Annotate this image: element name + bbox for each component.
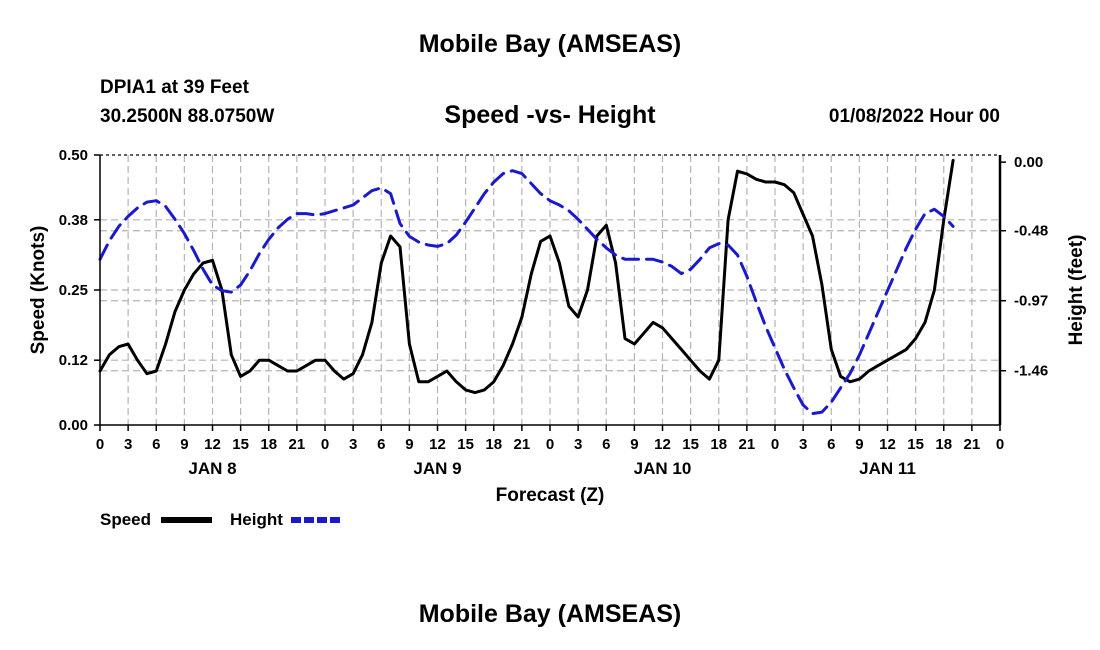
x-tick-label: 6 xyxy=(377,436,385,453)
bottom-chart-title: Mobile Bay (AMSEAS) xyxy=(418,600,682,628)
y2-axis-title: Height (feet) xyxy=(1066,235,1087,346)
height-series-line xyxy=(98,169,955,416)
x-tick-label: 0 xyxy=(996,436,1004,453)
x-tick-label: 3 xyxy=(124,436,132,453)
x-tick-label: 21 xyxy=(289,436,306,453)
x-tick-label: 9 xyxy=(855,436,863,453)
x-tick-label: 6 xyxy=(152,436,160,453)
x-tick-label: 0 xyxy=(96,436,104,453)
x-tick-label: 3 xyxy=(574,436,582,453)
x-tick-label: 12 xyxy=(204,436,221,453)
x-tick-label: 15 xyxy=(907,436,924,453)
day-label: JAN 10 xyxy=(634,459,692,478)
x-axis-title: Forecast (Z) xyxy=(496,485,605,506)
x-tick-label: 12 xyxy=(654,436,671,453)
x-tick-label: 18 xyxy=(485,436,502,453)
y-axis-title: Speed (Knots) xyxy=(28,226,49,355)
x-tick-label: 3 xyxy=(349,436,357,453)
day-label: JAN 8 xyxy=(188,459,236,478)
x-tick-label: 9 xyxy=(405,436,413,453)
x-tick-label: 18 xyxy=(935,436,952,453)
y2-tick-label: -0.97 xyxy=(1014,293,1048,310)
x-tick-label: 6 xyxy=(602,436,610,453)
x-tick-label: 0 xyxy=(321,436,329,453)
x-tick-label: 0 xyxy=(546,436,554,453)
y-tick-label: 0.38 xyxy=(59,212,88,229)
y2-tick-label: -1.46 xyxy=(1014,363,1048,380)
x-tick-label: 21 xyxy=(739,436,756,453)
x-tick-label: 6 xyxy=(827,436,835,453)
x-tick-label: 9 xyxy=(630,436,638,453)
x-tick-label: 12 xyxy=(429,436,446,453)
forecast-datestamp: 01/08/2022 Hour 00 xyxy=(828,106,1000,127)
x-tick-label: 9 xyxy=(180,436,188,453)
x-tick-label: 15 xyxy=(457,436,474,453)
x-tick-label: 15 xyxy=(682,436,699,453)
x-tick-label: 12 xyxy=(879,436,896,453)
day-label: JAN 11 xyxy=(859,459,916,478)
x-tick-label: 21 xyxy=(514,436,531,453)
x-tick-label: 15 xyxy=(232,436,249,453)
day-label: JAN 9 xyxy=(413,459,461,478)
chart-title: Mobile Bay (AMSEAS) xyxy=(418,30,682,58)
x-tick-label: 18 xyxy=(710,436,727,453)
y-tick-label: 0.50 xyxy=(59,147,88,164)
station-label: DPIA1 at 39 Feet xyxy=(100,77,249,98)
x-tick-label: 0 xyxy=(771,436,779,453)
x-tick-label: 21 xyxy=(964,436,981,453)
speed-series-line xyxy=(98,158,955,395)
y2-tick-label: -0.48 xyxy=(1014,223,1048,240)
coordinates-label: 30.2500N 88.0750W xyxy=(100,106,275,127)
y2-tick-label: 0.00 xyxy=(1014,154,1043,171)
y-tick-label: 0.00 xyxy=(59,417,88,434)
chart-subtitle: Speed -vs- Height xyxy=(444,101,656,129)
x-tick-label: 18 xyxy=(260,436,277,453)
legend-label-speed: Speed xyxy=(100,510,151,529)
y-tick-label: 0.12 xyxy=(59,352,88,369)
x-tick-label: 3 xyxy=(799,436,807,453)
y-tick-label: 0.25 xyxy=(59,282,88,299)
legend-label-height: Height xyxy=(230,510,283,529)
